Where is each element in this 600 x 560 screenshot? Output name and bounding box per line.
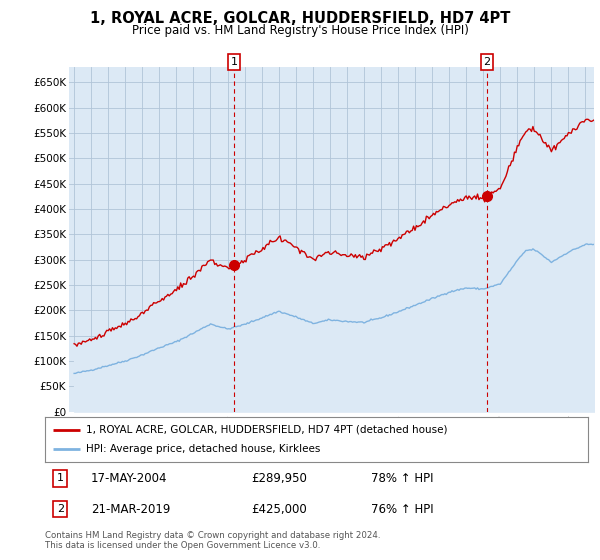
Text: 2: 2 [56, 504, 64, 514]
Text: 1, ROYAL ACRE, GOLCAR, HUDDERSFIELD, HD7 4PT: 1, ROYAL ACRE, GOLCAR, HUDDERSFIELD, HD7… [90, 11, 510, 26]
Text: HPI: Average price, detached house, Kirklees: HPI: Average price, detached house, Kirk… [86, 445, 320, 455]
Text: 1: 1 [230, 57, 238, 67]
Text: £425,000: £425,000 [251, 503, 307, 516]
Text: £289,950: £289,950 [251, 472, 307, 485]
Text: 21-MAR-2019: 21-MAR-2019 [91, 503, 170, 516]
Text: 2: 2 [484, 57, 491, 67]
Text: 76% ↑ HPI: 76% ↑ HPI [371, 503, 433, 516]
Text: 17-MAY-2004: 17-MAY-2004 [91, 472, 167, 485]
Text: 1: 1 [57, 473, 64, 483]
Text: Contains HM Land Registry data © Crown copyright and database right 2024.
This d: Contains HM Land Registry data © Crown c… [45, 531, 380, 550]
Text: 78% ↑ HPI: 78% ↑ HPI [371, 472, 433, 485]
Text: 1, ROYAL ACRE, GOLCAR, HUDDERSFIELD, HD7 4PT (detached house): 1, ROYAL ACRE, GOLCAR, HUDDERSFIELD, HD7… [86, 424, 447, 435]
Text: Price paid vs. HM Land Registry's House Price Index (HPI): Price paid vs. HM Land Registry's House … [131, 24, 469, 36]
